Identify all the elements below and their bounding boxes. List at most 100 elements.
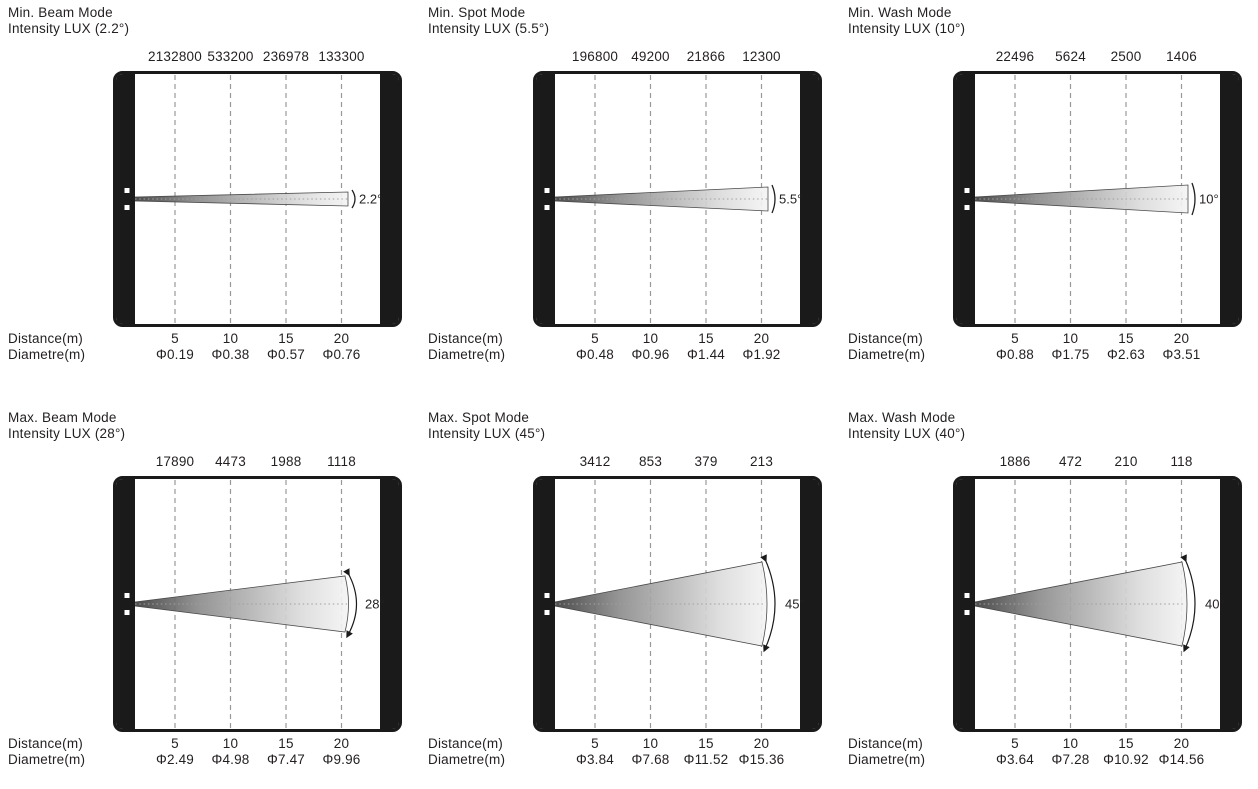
distance-row-label: Distance(m) (8, 331, 83, 346)
angle-arc (760, 554, 776, 653)
diametre-row-label: Diametre(m) (848, 752, 926, 767)
intensity-value: 1118 (327, 454, 356, 469)
beam-chart-svg: 2.2° (113, 71, 402, 327)
photometry-panel: Max. Wash Mode Intensity LUX (40°) 1886 4… (840, 405, 1258, 789)
right-wall-bar (1220, 479, 1239, 729)
fixture-icon (958, 188, 975, 210)
fixture-icon (118, 593, 135, 615)
panel-subtitle: Intensity LUX (10°) (848, 21, 966, 36)
intensity-value: 196800 (571, 49, 619, 64)
diametre-row-label: Diametre(m) (848, 347, 926, 362)
angle-label: 28° (365, 597, 385, 612)
diameter-value: Φ3.64 (995, 752, 1035, 767)
diameter-value: Φ0.96 (631, 347, 670, 362)
distance-value: 20 (333, 736, 350, 751)
fixture-icon (538, 593, 555, 615)
panel-title-block: Min. Beam Mode Intensity LUX (2.2°) (8, 5, 129, 37)
diameter-value: Φ1.92 (742, 347, 781, 362)
intensity-value: 17890 (155, 454, 195, 469)
intensity-value: 379 (694, 454, 718, 469)
panel-title: Min. Beam Mode (8, 5, 113, 20)
angle-arc (1191, 182, 1196, 216)
intensity-value: 5624 (1055, 49, 1086, 64)
diameter-value: Φ9.96 (322, 752, 361, 767)
panel-title: Max. Spot Mode (428, 410, 530, 425)
distance-value: 10 (1062, 736, 1079, 751)
diametre-row-label: Diametre(m) (428, 347, 506, 362)
angle-label: 5.5° (779, 192, 802, 207)
intensity-value: 4473 (215, 454, 246, 469)
intensity-value: 133300 (318, 49, 365, 64)
intensity-value: 118 (1170, 454, 1193, 469)
intensity-value: 1406 (1166, 49, 1197, 64)
intensity-value: 21866 (686, 49, 726, 64)
diameter-value: Φ2.63 (1106, 347, 1146, 362)
diametre-row-label: Diametre(m) (8, 347, 86, 362)
diameter-value: Φ0.57 (266, 347, 306, 362)
panel-title: Max. Wash Mode (848, 410, 956, 425)
distance-value: 15 (278, 736, 294, 751)
distance-value: 20 (1173, 331, 1190, 346)
panel-title: Max. Beam Mode (8, 410, 117, 425)
diameter-value: Φ1.44 (686, 347, 726, 362)
panel-title-block: Min. Spot Mode Intensity LUX (5.5°) (428, 5, 549, 37)
diameter-value: Φ0.88 (995, 347, 1035, 362)
panel-title-block: Max. Beam Mode Intensity LUX (28°) (8, 410, 125, 442)
diameter-value: Φ1.75 (1051, 347, 1090, 362)
distance-value: 5 (1011, 331, 1019, 346)
intensity-value: 213 (749, 454, 774, 469)
diameter-value: Φ0.19 (155, 347, 195, 362)
intensity-value: 12300 (742, 49, 781, 64)
intensity-value: 2132800 (148, 49, 202, 64)
panel-subtitle: Intensity LUX (2.2°) (8, 21, 130, 36)
angle-arc (1180, 554, 1196, 653)
photometry-panel: Min. Spot Mode Intensity LUX (5.5°) 1968… (420, 0, 838, 384)
diametre-row-label: Diametre(m) (428, 752, 506, 767)
distance-value: 15 (698, 331, 714, 346)
distance-value: 20 (753, 736, 770, 751)
distance-value: 20 (753, 331, 770, 346)
distance-value: 5 (1011, 736, 1019, 751)
distance-value: 20 (1173, 736, 1190, 751)
beam-chart-svg: 40° (953, 476, 1242, 732)
panel-subtitle: Intensity LUX (5.5°) (428, 21, 550, 36)
distance-row-label: Distance(m) (848, 736, 923, 751)
intensity-value: 1988 (270, 454, 302, 469)
diameter-value: Φ0.38 (211, 347, 250, 362)
distance-row-label: Distance(m) (848, 331, 923, 346)
fixture-icon (958, 593, 975, 615)
panel-subtitle: Intensity LUX (45°) (428, 426, 546, 441)
beam-chart-svg: 45° (533, 476, 822, 732)
intensity-value: 236978 (262, 49, 310, 64)
distance-value: 10 (222, 331, 239, 346)
intensity-value: 3412 (579, 454, 611, 469)
distance-value: 10 (642, 736, 659, 751)
diameter-value: Φ0.48 (575, 347, 615, 362)
intensity-value: 853 (638, 454, 663, 469)
panel-subtitle: Intensity LUX (40°) (848, 426, 966, 441)
distance-value: 15 (1118, 736, 1134, 751)
angle-arc (343, 568, 357, 639)
photometry-panel: Max. Spot Mode Intensity LUX (45°) 3412 8… (420, 405, 838, 789)
beam-chart-svg: 28° (113, 476, 402, 732)
distance-value: 10 (222, 736, 239, 751)
distance-value: 15 (698, 736, 714, 751)
panel-title: Min. Wash Mode (848, 5, 952, 20)
diameter-value: Φ0.76 (322, 347, 361, 362)
intensity-value: 1886 (999, 454, 1031, 469)
angle-arc (771, 184, 776, 214)
right-wall-bar (800, 479, 819, 729)
distance-value: 5 (171, 736, 179, 751)
distance-value: 5 (591, 736, 599, 751)
angle-label: 10° (1199, 192, 1219, 207)
photometry-panel: Min. Wash Mode Intensity LUX (10°) 22496… (840, 0, 1258, 384)
distance-value: 20 (333, 331, 350, 346)
photometry-panel: Min. Beam Mode Intensity LUX (2.2°) 2132… (0, 0, 418, 384)
intensity-value: 472 (1058, 454, 1083, 469)
intensity-value: 533200 (207, 49, 254, 64)
fixture-icon (538, 188, 555, 210)
distance-row-label: Distance(m) (428, 331, 503, 346)
photometry-panel: Max. Beam Mode Intensity LUX (28°) 17890… (0, 405, 418, 789)
panel-title-block: Min. Wash Mode Intensity LUX (10°) (848, 5, 965, 37)
angle-label: 45° (785, 597, 805, 612)
